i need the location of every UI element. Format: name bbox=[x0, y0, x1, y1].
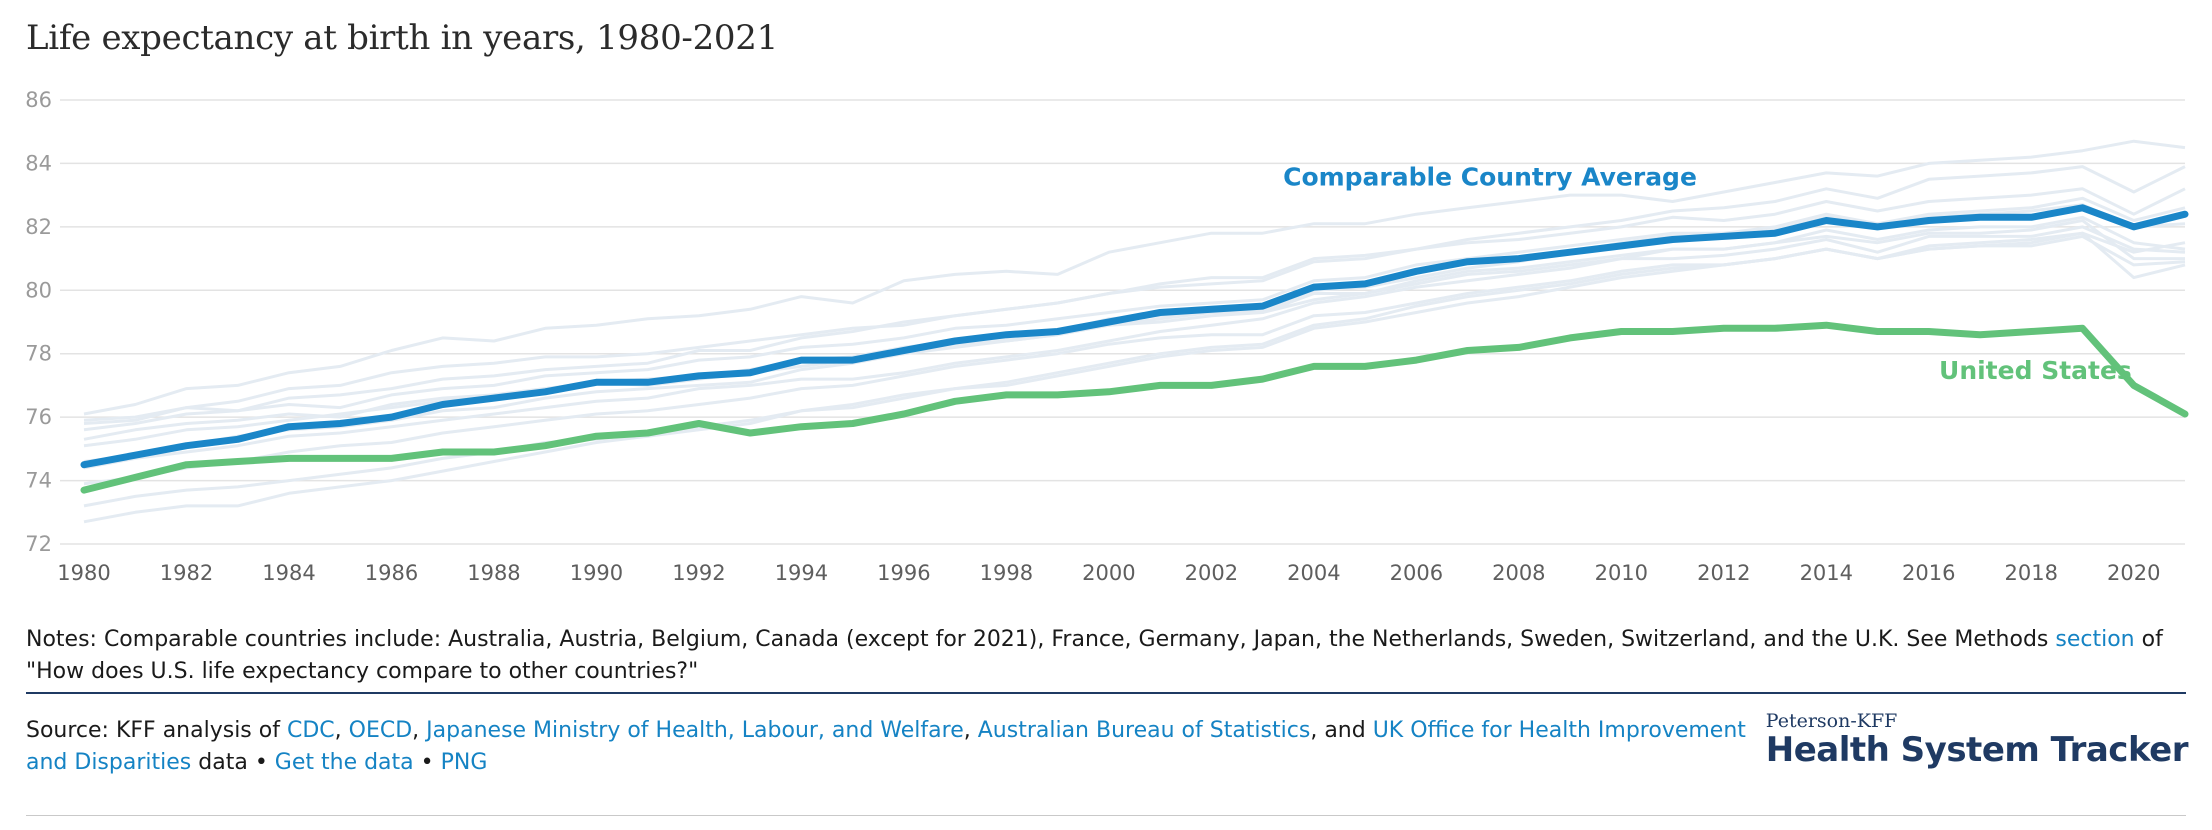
y-tick-label: 82 bbox=[25, 215, 52, 239]
country-line bbox=[83, 196, 2186, 432]
bullet-separator: • bbox=[254, 750, 268, 775]
uk-office-link[interactable]: UK Office for Health Improvement and Dis… bbox=[26, 718, 1746, 775]
x-tick-label: 2010 bbox=[1595, 561, 1648, 585]
chart-notes: Notes: Comparable countries include: Aus… bbox=[26, 624, 2186, 688]
japan-ministry-link[interactable]: Japanese Ministry of Health, Labour, and… bbox=[426, 718, 964, 743]
x-tick-label: 2014 bbox=[1800, 561, 1853, 585]
y-tick-label: 84 bbox=[25, 151, 52, 175]
main-series-lines bbox=[80, 204, 2189, 494]
comparable-average-line bbox=[80, 204, 2189, 469]
chart-source: Source: KFF analysis of CDC, OECD, Japan… bbox=[26, 718, 1746, 775]
bullet-separator: • bbox=[420, 750, 434, 775]
series-annotations: Comparable Country Average United States bbox=[1283, 163, 2132, 385]
y-axis-ticks: 72 74 76 78 80 82 84 86 bbox=[25, 88, 52, 556]
x-tick-label: 1980 bbox=[57, 561, 110, 585]
y-tick-label: 76 bbox=[25, 405, 52, 429]
x-tick-label: 1990 bbox=[570, 561, 623, 585]
notes-text-end: of "How does U.S. life expectancy compar… bbox=[26, 627, 2163, 684]
country-line bbox=[83, 187, 2186, 422]
x-tick-label: 2008 bbox=[1492, 561, 1545, 585]
x-tick-label: 2004 bbox=[1287, 561, 1340, 585]
notes-text: Notes: Comparable countries include: Aus… bbox=[26, 627, 2049, 652]
united-states-label: United States bbox=[1939, 356, 2132, 385]
source-data-word: data bbox=[198, 750, 248, 775]
x-tick-label: 2002 bbox=[1185, 561, 1238, 585]
country-line bbox=[83, 215, 2186, 448]
x-tick-label: 2012 bbox=[1697, 561, 1750, 585]
x-tick-label: 2006 bbox=[1390, 561, 1443, 585]
source-and: and bbox=[1324, 718, 1366, 743]
bottom-divider bbox=[26, 815, 2186, 816]
y-tick-label: 86 bbox=[25, 88, 52, 112]
brand-name: Health System Tracker bbox=[1765, 730, 2189, 770]
brand-small-text: Peterson-KFF bbox=[1765, 710, 1898, 732]
x-tick-label: 1994 bbox=[775, 561, 828, 585]
x-tick-label: 2018 bbox=[2005, 561, 2058, 585]
x-tick-label: 2000 bbox=[1082, 561, 1135, 585]
brand-logo[interactable]: Peterson-KFF Health System Tracker bbox=[1765, 710, 2189, 770]
country-line bbox=[83, 219, 2185, 463]
australian-bureau-link[interactable]: Australian Bureau of Statistics bbox=[977, 718, 1311, 743]
methods-section-link[interactable]: section bbox=[2055, 627, 2135, 652]
x-tick-label: 1998 bbox=[980, 561, 1033, 585]
cdc-link[interactable]: CDC bbox=[286, 718, 335, 743]
comparable-country-lines bbox=[83, 139, 2186, 524]
x-tick-label: 1982 bbox=[160, 561, 213, 585]
country-line bbox=[83, 165, 2186, 425]
png-link[interactable]: PNG bbox=[440, 750, 488, 775]
y-tick-label: 72 bbox=[25, 532, 52, 556]
source-prefix: Source: KFF analysis of bbox=[26, 718, 280, 743]
x-tick-label: 1996 bbox=[877, 561, 930, 585]
x-tick-label: 2016 bbox=[1902, 561, 1955, 585]
country-line bbox=[83, 231, 2186, 524]
country-line bbox=[83, 225, 2186, 470]
line-chart: 72 74 76 78 80 82 84 86 1980 1982 1984 1986 1988 199… bbox=[25, 88, 2189, 585]
y-tick-label: 74 bbox=[25, 469, 52, 493]
y-tick-label: 78 bbox=[25, 342, 52, 366]
x-tick-label: 1992 bbox=[672, 561, 725, 585]
x-tick-label: 1984 bbox=[262, 561, 315, 585]
country-line bbox=[83, 231, 2186, 508]
x-axis-ticks: 1980 1982 1984 1986 1988 1990 1992 1994 1996 1998… bbox=[57, 561, 2160, 585]
divider bbox=[26, 692, 2186, 694]
chart-title: Life expectancy at birth in years, 1980-… bbox=[26, 18, 778, 58]
country-line bbox=[83, 234, 2186, 486]
x-tick-label: 1986 bbox=[365, 561, 418, 585]
x-tick-label: 2020 bbox=[2107, 561, 2160, 585]
get-the-data-link[interactable]: Get the data bbox=[274, 750, 414, 775]
x-tick-label: 1988 bbox=[467, 561, 520, 585]
y-tick-label: 80 bbox=[25, 278, 52, 302]
comparable-average-label: Comparable Country Average bbox=[1283, 163, 1697, 192]
country-line bbox=[83, 139, 2186, 416]
oecd-link[interactable]: OECD bbox=[348, 718, 413, 743]
united-states-line bbox=[80, 321, 2189, 494]
